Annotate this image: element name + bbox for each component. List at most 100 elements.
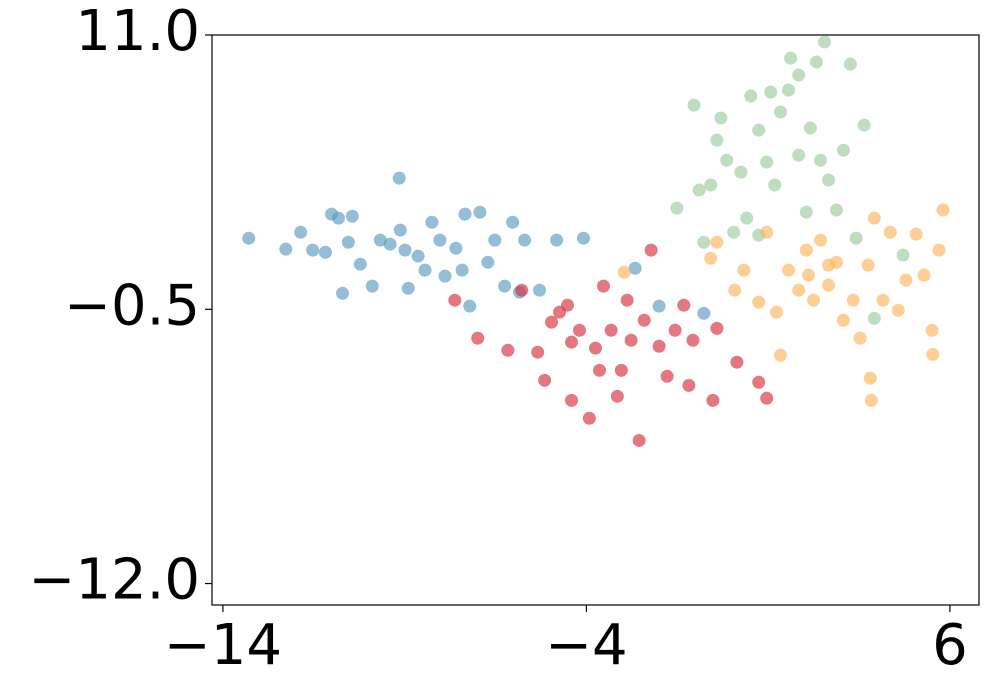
point xyxy=(545,315,559,329)
point xyxy=(341,235,355,249)
plot-frame xyxy=(211,34,980,606)
point xyxy=(242,231,256,245)
point xyxy=(610,389,624,403)
point xyxy=(764,85,778,99)
point xyxy=(909,227,923,241)
point xyxy=(936,203,950,217)
point xyxy=(846,293,860,307)
point xyxy=(624,333,638,347)
point xyxy=(538,373,552,387)
point xyxy=(473,205,487,219)
point xyxy=(373,233,387,247)
point xyxy=(782,263,796,277)
point xyxy=(652,339,666,353)
point xyxy=(744,89,758,103)
point xyxy=(668,323,682,337)
point xyxy=(784,51,798,65)
point xyxy=(425,215,439,229)
point xyxy=(550,233,564,247)
point xyxy=(925,323,939,337)
y-tick-label: −12.0 xyxy=(28,548,200,613)
point xyxy=(697,235,711,249)
point xyxy=(737,263,751,277)
point xyxy=(383,237,397,251)
point xyxy=(810,55,824,69)
point xyxy=(917,268,931,282)
point xyxy=(332,211,346,225)
point xyxy=(398,243,412,257)
point xyxy=(799,243,813,257)
x-tick-label: −4 xyxy=(545,613,628,678)
point xyxy=(792,68,806,82)
point xyxy=(518,233,532,247)
point xyxy=(727,225,741,239)
point xyxy=(401,281,415,295)
point xyxy=(836,143,850,157)
point xyxy=(853,331,867,345)
point xyxy=(637,313,651,327)
point xyxy=(864,393,878,407)
point xyxy=(876,293,890,307)
point xyxy=(714,111,728,125)
point xyxy=(660,369,674,383)
point xyxy=(867,211,881,225)
point xyxy=(730,355,744,369)
point xyxy=(740,211,754,225)
point xyxy=(760,391,774,405)
point xyxy=(720,153,734,167)
point xyxy=(279,242,293,256)
point xyxy=(617,265,631,279)
point xyxy=(899,273,913,287)
point xyxy=(498,279,512,293)
point xyxy=(582,411,596,425)
point xyxy=(318,245,332,259)
point xyxy=(768,178,782,192)
point xyxy=(792,283,806,297)
point xyxy=(896,248,910,262)
point xyxy=(843,57,857,71)
point xyxy=(830,203,844,217)
point xyxy=(644,243,658,257)
point xyxy=(891,303,905,317)
point xyxy=(822,173,836,187)
point xyxy=(774,348,788,362)
point xyxy=(455,263,469,277)
x-tick-label: −14 xyxy=(164,613,282,678)
point xyxy=(670,201,684,215)
point xyxy=(565,393,579,407)
point xyxy=(682,378,696,392)
point xyxy=(628,261,642,275)
point xyxy=(774,105,788,119)
point xyxy=(849,231,863,245)
point xyxy=(814,153,828,167)
point xyxy=(734,165,748,179)
point xyxy=(799,205,813,219)
point xyxy=(652,299,666,313)
point xyxy=(883,225,897,239)
point xyxy=(861,258,875,272)
point xyxy=(692,183,706,197)
point xyxy=(926,347,940,361)
point xyxy=(589,341,602,355)
point xyxy=(822,278,836,292)
point xyxy=(932,243,946,257)
point xyxy=(760,225,774,239)
point xyxy=(706,393,720,407)
point xyxy=(481,255,495,269)
point xyxy=(704,178,718,192)
point xyxy=(596,279,610,293)
point xyxy=(418,263,432,277)
point xyxy=(463,299,477,313)
point xyxy=(449,241,463,255)
point xyxy=(365,279,379,293)
point xyxy=(704,251,718,265)
point xyxy=(345,209,359,223)
point xyxy=(393,223,407,237)
point xyxy=(752,295,766,309)
point xyxy=(752,123,766,137)
point xyxy=(438,269,452,283)
point xyxy=(488,233,502,247)
point xyxy=(710,321,724,335)
point xyxy=(822,258,836,272)
